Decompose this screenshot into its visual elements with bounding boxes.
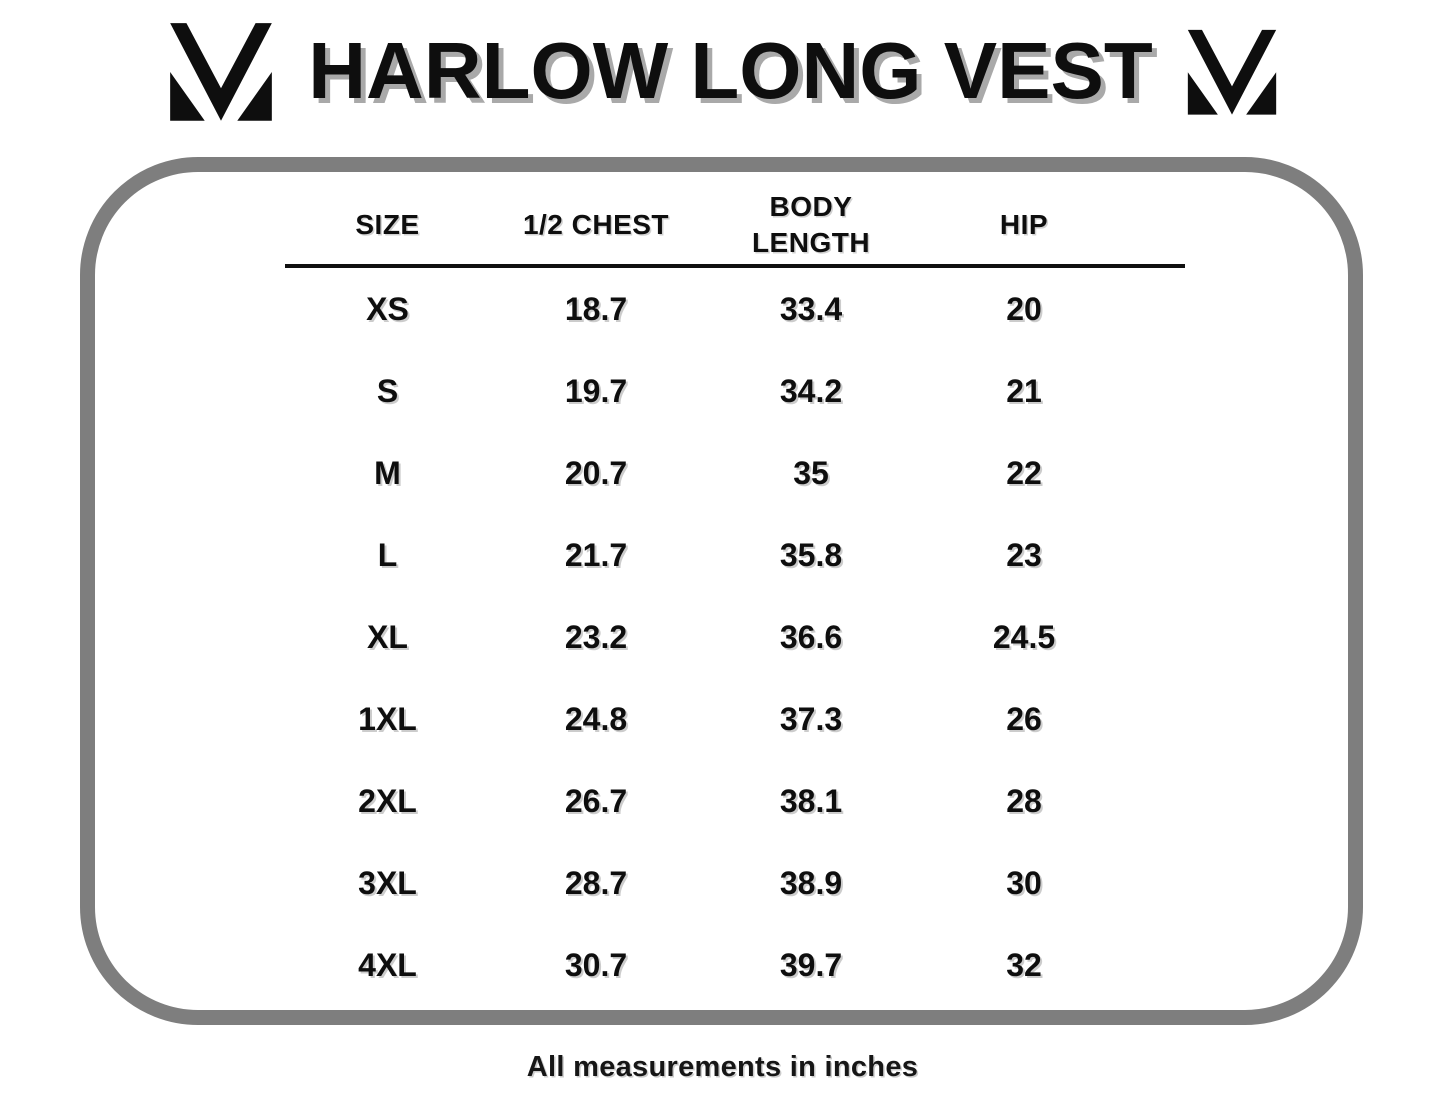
- chest-cell: 30.7: [564, 946, 628, 983]
- length-cell: 36.6: [779, 618, 843, 655]
- page-title: HARLOW LONG VEST: [308, 26, 1153, 115]
- size-table: SIZE 1/2 CHEST BODY LENGTH HIP XS 18.7 3…: [285, 186, 1185, 1006]
- table-header-row: SIZE 1/2 CHEST BODY LENGTH HIP: [285, 186, 1185, 264]
- table-row: L 21.7 35.8 23: [285, 514, 1185, 596]
- length-cell: 37.3: [779, 700, 843, 737]
- length-cell: 38.1: [779, 782, 843, 819]
- table-body: XS 18.7 33.4 20 S 19.7 34.2 21 M 20.7 35…: [285, 268, 1185, 1006]
- table-row: S 19.7 34.2 21: [285, 350, 1185, 432]
- column-header-hip: HIP: [999, 208, 1049, 240]
- m-logo-icon: [1179, 26, 1285, 122]
- size-cell: L: [377, 536, 398, 573]
- size-cell: 2XL: [358, 782, 417, 819]
- column-header-size: SIZE: [355, 208, 420, 240]
- size-cell: XL: [367, 618, 408, 655]
- chest-cell: 24.8: [564, 700, 628, 737]
- chest-cell: 18.7: [564, 290, 628, 327]
- length-cell: 34.2: [779, 372, 843, 409]
- length-cell: 35: [793, 454, 829, 491]
- size-cell: 3XL: [358, 864, 417, 901]
- hip-cell: 21: [1006, 372, 1042, 409]
- size-cell: 1XL: [358, 700, 417, 737]
- hip-cell: 24.5: [992, 618, 1056, 655]
- size-chart-panel: SIZE 1/2 CHEST BODY LENGTH HIP XS 18.7 3…: [80, 157, 1363, 1025]
- chest-cell: 19.7: [564, 372, 628, 409]
- length-cell: 38.9: [779, 864, 843, 901]
- column-header-half-chest: 1/2 CHEST: [522, 208, 670, 240]
- table-row: 4XL 30.7 39.7 32: [285, 924, 1185, 1006]
- chest-cell: 21.7: [564, 536, 628, 573]
- length-cell: 39.7: [779, 946, 843, 983]
- hip-cell: 28: [1006, 782, 1042, 819]
- header-divider-line: [285, 264, 1185, 268]
- column-header-body-length-label: BODY LENGTH: [751, 190, 871, 258]
- table-row: M 20.7 35 22: [285, 432, 1185, 514]
- size-cell: S: [376, 372, 399, 409]
- table-row: 2XL 26.7 38.1 28: [285, 760, 1185, 842]
- table-row: XS 18.7 33.4 20: [285, 268, 1185, 350]
- table-row: XL 23.2 36.6 24.5: [285, 596, 1185, 678]
- chest-cell: 26.7: [564, 782, 628, 819]
- hip-cell: 20: [1006, 290, 1042, 327]
- size-cell: 4XL: [358, 946, 417, 983]
- m-logo-icon: [160, 22, 282, 126]
- column-header-body-length: BODY LENGTH: [702, 189, 920, 262]
- size-cell: M: [374, 454, 401, 491]
- table-row: 1XL 24.8 37.3 26: [285, 678, 1185, 760]
- chest-cell: 23.2: [564, 618, 628, 655]
- hip-cell: 23: [1006, 536, 1042, 573]
- hip-cell: 30: [1006, 864, 1042, 901]
- length-cell: 35.8: [779, 536, 843, 573]
- size-cell: XS: [366, 290, 409, 327]
- hip-cell: 32: [1006, 946, 1042, 983]
- table-row: 3XL 28.7 38.9 30: [285, 842, 1185, 924]
- header: HARLOW LONG VEST: [0, 22, 1445, 126]
- chest-cell: 20.7: [564, 454, 628, 491]
- length-cell: 33.4: [779, 290, 843, 327]
- hip-cell: 22: [1006, 454, 1042, 491]
- chest-cell: 28.7: [564, 864, 628, 901]
- footer-note: All measurements in inches: [526, 1051, 919, 1083]
- hip-cell: 26: [1006, 700, 1042, 737]
